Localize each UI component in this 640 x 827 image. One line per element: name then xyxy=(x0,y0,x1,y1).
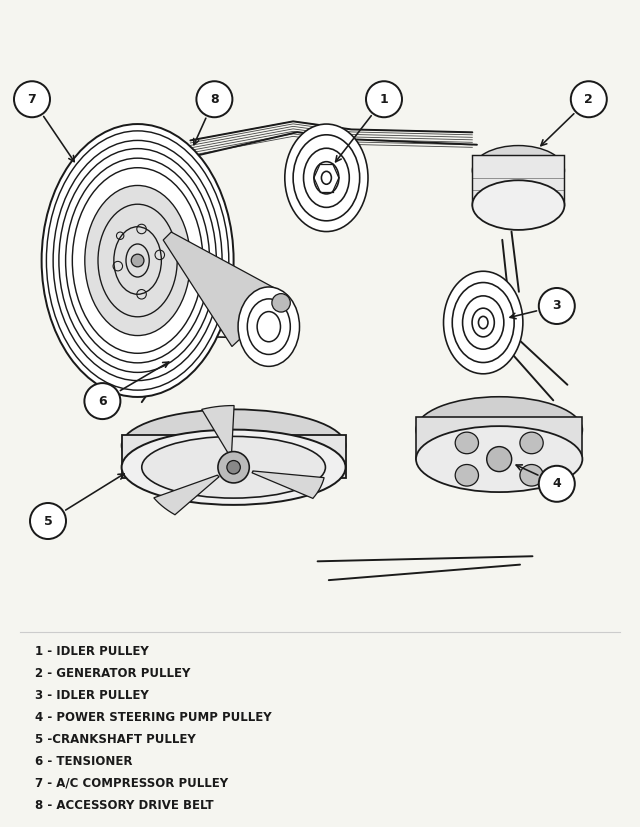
Text: 5 -CRANKSHAFT PULLEY: 5 -CRANKSHAFT PULLEY xyxy=(35,733,196,746)
Text: 4 - POWER STEERING PUMP PULLEY: 4 - POWER STEERING PUMP PULLEY xyxy=(35,711,271,724)
Ellipse shape xyxy=(84,185,191,336)
Text: 7: 7 xyxy=(28,93,36,106)
Ellipse shape xyxy=(520,433,543,454)
Circle shape xyxy=(539,288,575,324)
Polygon shape xyxy=(472,155,564,205)
Polygon shape xyxy=(416,417,582,459)
Text: 1: 1 xyxy=(380,93,388,106)
Circle shape xyxy=(571,81,607,117)
Ellipse shape xyxy=(42,124,234,397)
Text: 3: 3 xyxy=(552,299,561,313)
Ellipse shape xyxy=(455,465,479,486)
Circle shape xyxy=(30,503,66,539)
Text: 6 - TENSIONER: 6 - TENSIONER xyxy=(35,755,132,768)
Circle shape xyxy=(487,447,512,471)
Ellipse shape xyxy=(455,433,479,454)
Ellipse shape xyxy=(472,146,564,195)
Polygon shape xyxy=(154,476,219,514)
Text: 4: 4 xyxy=(552,477,561,490)
Text: 2 - GENERATOR PULLEY: 2 - GENERATOR PULLEY xyxy=(35,667,190,680)
Circle shape xyxy=(272,294,291,312)
Ellipse shape xyxy=(285,124,368,232)
Ellipse shape xyxy=(472,180,564,230)
Circle shape xyxy=(366,81,402,117)
Circle shape xyxy=(84,383,120,419)
Ellipse shape xyxy=(520,465,543,486)
Polygon shape xyxy=(202,405,234,454)
Text: 8 - ACCESSORY DRIVE BELT: 8 - ACCESSORY DRIVE BELT xyxy=(35,799,214,812)
Polygon shape xyxy=(163,232,287,347)
Circle shape xyxy=(131,254,144,267)
Text: 5: 5 xyxy=(44,514,52,528)
Circle shape xyxy=(14,81,50,117)
Text: 3 - IDLER PULLEY: 3 - IDLER PULLEY xyxy=(35,689,148,702)
Ellipse shape xyxy=(122,409,346,481)
Circle shape xyxy=(218,452,250,483)
Ellipse shape xyxy=(416,426,582,492)
Circle shape xyxy=(196,81,232,117)
Circle shape xyxy=(227,461,241,474)
Ellipse shape xyxy=(238,287,300,366)
Polygon shape xyxy=(252,471,324,499)
Polygon shape xyxy=(122,435,346,478)
Text: 7 - A/C COMPRESSOR PULLEY: 7 - A/C COMPRESSOR PULLEY xyxy=(35,777,228,790)
Text: 2: 2 xyxy=(584,93,593,106)
Ellipse shape xyxy=(122,430,346,504)
Ellipse shape xyxy=(444,271,523,374)
Text: 8: 8 xyxy=(210,93,219,106)
Ellipse shape xyxy=(416,397,582,463)
Text: 6: 6 xyxy=(98,394,107,408)
Text: 1 - IDLER PULLEY: 1 - IDLER PULLEY xyxy=(35,645,148,658)
Circle shape xyxy=(539,466,575,502)
Ellipse shape xyxy=(142,437,326,498)
